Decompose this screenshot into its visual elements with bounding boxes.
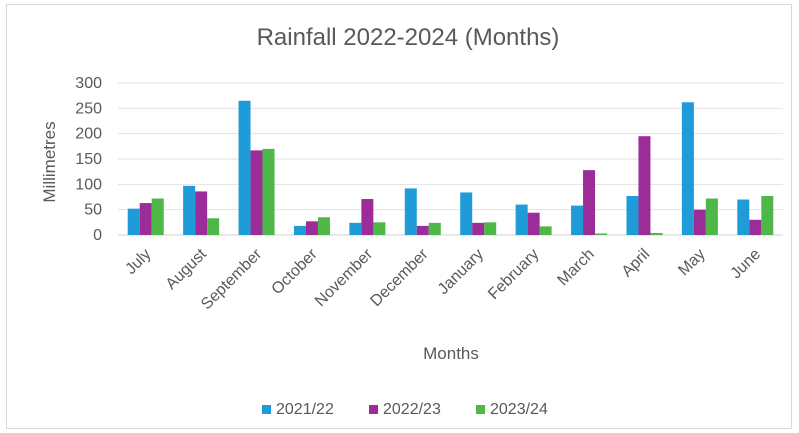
bar-2022-23-april	[638, 136, 651, 235]
x-tick-label: August	[163, 245, 211, 293]
bar-2022-23-november	[361, 199, 374, 235]
x-tick-label: July	[122, 246, 154, 278]
y-axis-label: Millimetres	[40, 121, 59, 202]
x-tick-label: October	[269, 245, 322, 298]
legend-swatch	[369, 405, 378, 414]
bar-2023-24-february	[539, 226, 552, 235]
bar-2023-24-november	[373, 222, 386, 235]
bar-2022-23-june	[749, 219, 762, 235]
bar-2022-23-february	[527, 212, 540, 235]
y-tick-label: 200	[75, 126, 102, 143]
x-tick-label: December	[367, 245, 432, 310]
bar-2023-24-april	[650, 232, 663, 235]
x-axis-label: Months	[423, 344, 479, 363]
y-tick-label: 50	[84, 202, 102, 219]
y-tick-label: 300	[75, 75, 102, 92]
legend-label: 2021/22	[276, 401, 334, 418]
bar-2022-23-may	[693, 209, 706, 235]
x-tick-label: May	[675, 246, 708, 279]
y-tick-label: 100	[75, 176, 102, 193]
bar-2021-22-november	[349, 222, 362, 235]
legend-label: 2022/23	[383, 401, 441, 418]
bar-2022-23-september	[250, 150, 263, 235]
y-tick-label: 150	[75, 151, 102, 168]
x-tick-label: February	[485, 246, 542, 303]
legend: 2021/22 2022/23 2023/24	[262, 401, 548, 418]
bar-2021-22-march	[571, 205, 584, 235]
bar-2021-22-february	[515, 204, 528, 235]
bar-2022-23-march	[583, 170, 596, 235]
bar-2021-22-april	[626, 195, 639, 235]
bars	[127, 100, 774, 236]
bar-2023-24-june	[761, 195, 774, 235]
bar-2022-23-july	[139, 203, 152, 235]
bar-2023-24-january	[484, 222, 497, 235]
bar-2023-24-september	[262, 148, 275, 235]
gridlines	[118, 82, 783, 236]
bar-2023-24-may	[705, 198, 718, 235]
legend-swatch	[476, 405, 485, 414]
bar-2021-22-october	[293, 225, 306, 235]
bar-2022-23-january	[472, 222, 485, 235]
bar-2021-22-september	[238, 100, 251, 235]
y-tick-label: 250	[75, 100, 102, 117]
bar-2023-24-october	[317, 217, 330, 235]
bar-2022-23-august	[195, 191, 208, 235]
x-tick-label: September	[198, 245, 266, 313]
bar-2023-24-march	[595, 233, 608, 235]
legend-swatch	[262, 405, 271, 414]
bar-2021-22-july	[127, 208, 140, 235]
bar-2023-24-august	[207, 218, 220, 235]
y-tick-labels: 0 50 100 150 200 250 300	[75, 75, 102, 244]
bar-2021-22-august	[183, 185, 196, 235]
bar-2021-22-december	[404, 188, 417, 235]
x-tick-label: June	[728, 246, 765, 283]
bar-2023-24-december	[428, 222, 441, 235]
bar-2023-24-july	[151, 198, 164, 235]
bar-2022-23-october	[305, 221, 318, 235]
y-tick-label: 0	[93, 227, 102, 244]
x-tick-label: March	[554, 246, 597, 289]
chart-title: Rainfall 2022-2024 (Months)	[257, 24, 560, 51]
x-tick-label: April	[619, 246, 654, 281]
bar-2021-22-may	[681, 102, 694, 236]
bar-2021-22-june	[737, 199, 750, 235]
x-tick-label: January	[435, 246, 487, 298]
bar-2021-22-january	[460, 192, 473, 235]
legend-label: 2023/24	[490, 401, 548, 418]
x-tick-label: November	[312, 245, 377, 310]
bar-2022-23-december	[416, 225, 429, 235]
